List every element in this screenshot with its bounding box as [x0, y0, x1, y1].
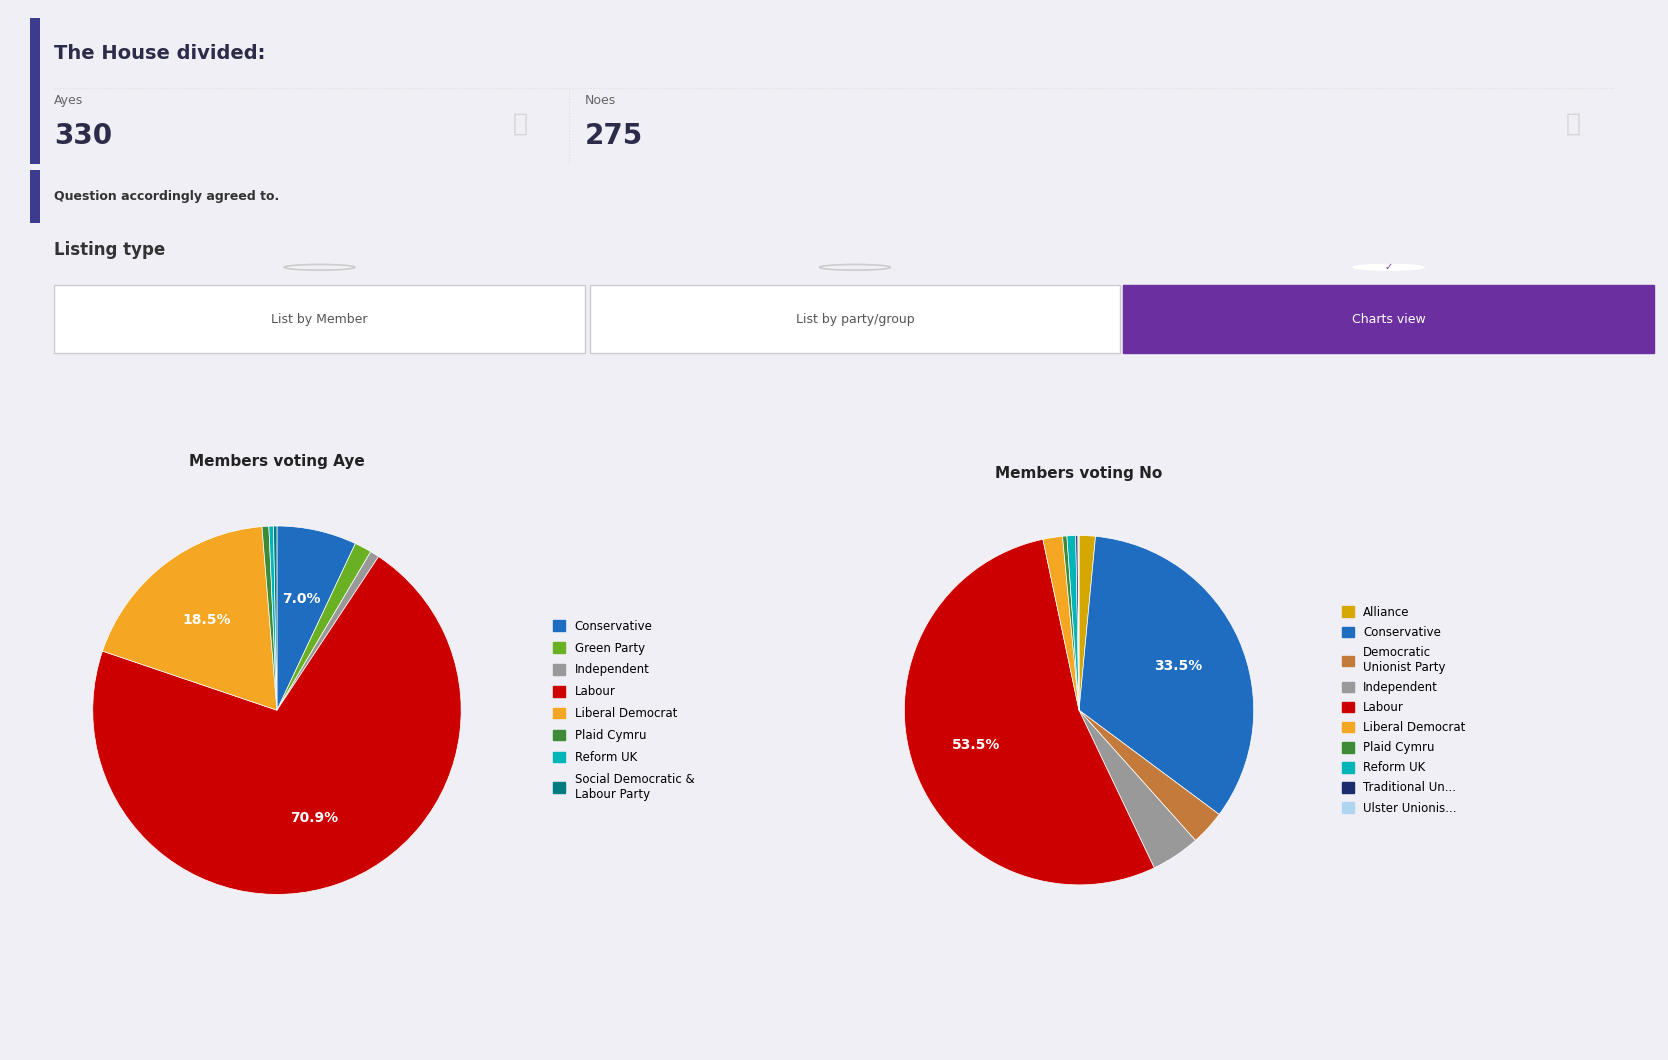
Wedge shape — [277, 526, 355, 710]
Circle shape — [1353, 264, 1424, 270]
Wedge shape — [1063, 536, 1079, 710]
Text: List by Member: List by Member — [272, 313, 367, 325]
Wedge shape — [1079, 536, 1254, 814]
Wedge shape — [93, 556, 460, 895]
Text: ✓: ✓ — [1384, 262, 1393, 272]
Bar — [30, 170, 40, 223]
Legend: Conservative, Green Party, Independent, Labour, Liberal Democrat, Plaid Cymru, R: Conservative, Green Party, Independent, … — [550, 616, 697, 805]
Wedge shape — [1076, 535, 1079, 710]
Wedge shape — [904, 540, 1154, 885]
Text: 53.5%: 53.5% — [952, 738, 1001, 752]
Text: Listing type: Listing type — [53, 242, 165, 260]
Wedge shape — [1079, 710, 1196, 868]
Text: 👎: 👎 — [1566, 111, 1581, 136]
FancyBboxPatch shape — [589, 285, 1121, 353]
Title: Members voting Aye: Members voting Aye — [188, 454, 365, 470]
Wedge shape — [277, 544, 370, 710]
Wedge shape — [1079, 535, 1096, 710]
Wedge shape — [1068, 535, 1079, 710]
Text: 7.0%: 7.0% — [282, 591, 322, 605]
Wedge shape — [1079, 710, 1219, 841]
Text: Charts view: Charts view — [1351, 313, 1426, 325]
Text: Ayes: Ayes — [53, 94, 83, 107]
FancyBboxPatch shape — [1124, 285, 1655, 353]
Wedge shape — [102, 527, 277, 710]
Text: 33.5%: 33.5% — [1154, 659, 1203, 673]
Text: 👍: 👍 — [514, 111, 529, 136]
Text: List by party/group: List by party/group — [796, 313, 914, 325]
FancyBboxPatch shape — [53, 285, 585, 353]
Bar — [30, 18, 40, 164]
Text: 70.9%: 70.9% — [290, 811, 339, 826]
Text: 18.5%: 18.5% — [182, 613, 230, 628]
Wedge shape — [262, 526, 277, 710]
Title: Members voting No: Members voting No — [996, 466, 1163, 481]
Wedge shape — [269, 526, 277, 710]
Wedge shape — [1042, 536, 1079, 710]
Text: Noes: Noes — [585, 94, 615, 107]
Text: Question accordingly agreed to.: Question accordingly agreed to. — [53, 190, 280, 202]
Wedge shape — [274, 526, 277, 710]
Text: 275: 275 — [585, 122, 644, 149]
Wedge shape — [277, 551, 379, 710]
Text: The House divided:: The House divided: — [53, 45, 265, 64]
Legend: Alliance, Conservative, Democratic
Unionist Party, Independent, Labour, Liberal : Alliance, Conservative, Democratic Union… — [1338, 602, 1470, 818]
Text: 330: 330 — [53, 122, 112, 149]
